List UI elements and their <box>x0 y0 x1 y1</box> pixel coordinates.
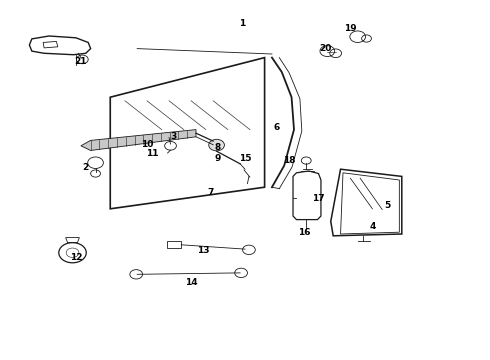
Polygon shape <box>81 130 196 150</box>
Text: 5: 5 <box>384 201 390 210</box>
Text: 15: 15 <box>239 154 251 163</box>
Text: 10: 10 <box>141 140 153 149</box>
Text: 17: 17 <box>312 194 325 202</box>
Text: 8: 8 <box>215 143 221 152</box>
Text: 19: 19 <box>344 24 357 33</box>
Text: 11: 11 <box>146 149 158 158</box>
Text: 14: 14 <box>185 278 197 287</box>
Text: 18: 18 <box>283 156 295 165</box>
Text: 20: 20 <box>319 44 332 53</box>
Text: 6: 6 <box>274 123 280 132</box>
Text: 13: 13 <box>197 246 210 255</box>
Text: 21: 21 <box>74 57 87 66</box>
Text: 3: 3 <box>171 132 177 141</box>
Text: 1: 1 <box>240 19 245 28</box>
Circle shape <box>209 139 224 151</box>
Text: 16: 16 <box>297 228 310 237</box>
Text: 7: 7 <box>207 188 214 197</box>
Text: 9: 9 <box>215 154 221 163</box>
Text: 4: 4 <box>369 222 376 231</box>
Text: 2: 2 <box>83 163 89 172</box>
Text: 12: 12 <box>70 253 82 262</box>
